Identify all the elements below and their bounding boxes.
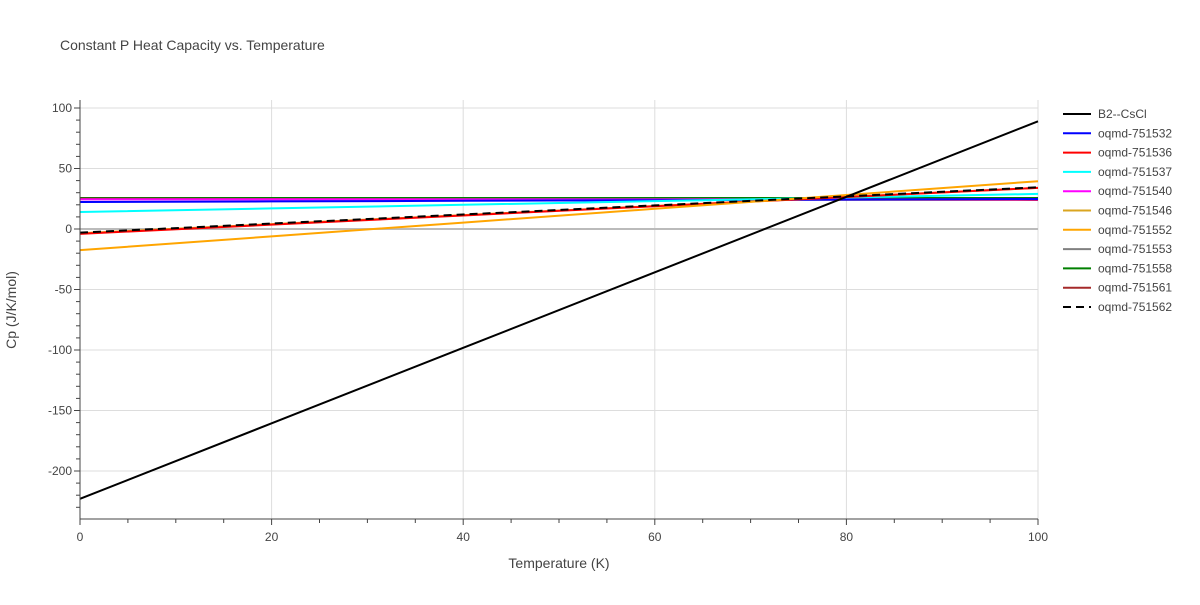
x-tick-label: 100 [1028,530,1048,544]
legend-label[interactable]: oqmd-751552 [1098,223,1172,237]
legend-label[interactable]: oqmd-751558 [1098,261,1172,275]
x-axis-label: Temperature (K) [508,555,609,571]
x-tick-label: 80 [840,530,854,544]
y-tick-label: -150 [48,404,72,418]
legend-label[interactable]: oqmd-751562 [1098,300,1172,314]
legend-label[interactable]: B2--CsCl [1098,107,1147,121]
y-tick-label: -100 [48,343,72,357]
chart-title: Constant P Heat Capacity vs. Temperature [60,37,325,53]
series-line-oqmd-751562 [79,186,1039,234]
series-line-oqmd-751532 [79,197,1039,204]
y-tick-label: -50 [55,283,73,297]
series-line-oqmd-751536 [79,186,1039,235]
legend-label[interactable]: oqmd-751540 [1098,184,1172,198]
y-axis-label: Cp (J/K/mol) [3,271,19,349]
y-tick-label: 50 [59,162,73,176]
series-line-oqmd-751552 [79,180,1039,252]
legend-label[interactable]: oqmd-751532 [1098,126,1172,140]
legend-label[interactable]: oqmd-751561 [1098,281,1172,295]
legend-label[interactable]: oqmd-751537 [1098,165,1172,179]
x-tick-label: 40 [457,530,471,544]
x-tick-label: 60 [648,530,662,544]
y-tick-label: 0 [65,222,72,236]
y-tick-label: -200 [48,464,72,478]
legend-label[interactable]: oqmd-751553 [1098,242,1172,256]
legend-label[interactable]: oqmd-751546 [1098,204,1172,218]
legend-label[interactable]: oqmd-751536 [1098,146,1172,160]
x-tick-label: 20 [265,530,279,544]
y-tick-label: 100 [52,101,72,115]
x-tick-label: 0 [77,530,84,544]
series-line-oqmd-751537 [79,192,1039,214]
series-line-B2--CsCl [79,120,1039,500]
